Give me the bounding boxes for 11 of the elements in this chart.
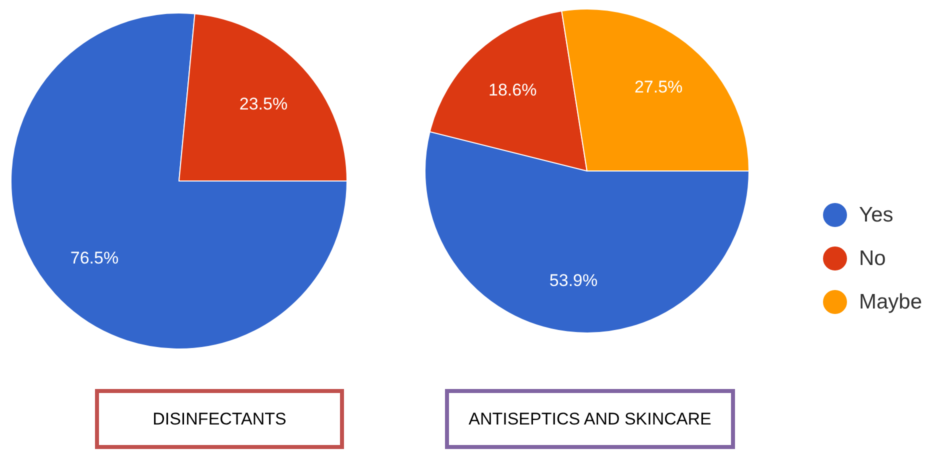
text: ANTISEPTICS AND SKINCARE <box>468 410 712 428</box>
data-label: 18.6% <box>488 80 537 100</box>
data-label: 53.9% <box>549 270 598 290</box>
legend-label: Yes <box>859 204 894 226</box>
data-label: 23.5% <box>239 94 288 114</box>
legend-label: Maybe <box>859 290 922 314</box>
data-label: 76.5% <box>70 248 119 268</box>
data-label: 27.5% <box>634 78 683 97</box>
pie-slice <box>10 12 348 350</box>
legend-label: No <box>859 247 886 270</box>
text: DISINFECTANTS <box>152 410 286 428</box>
